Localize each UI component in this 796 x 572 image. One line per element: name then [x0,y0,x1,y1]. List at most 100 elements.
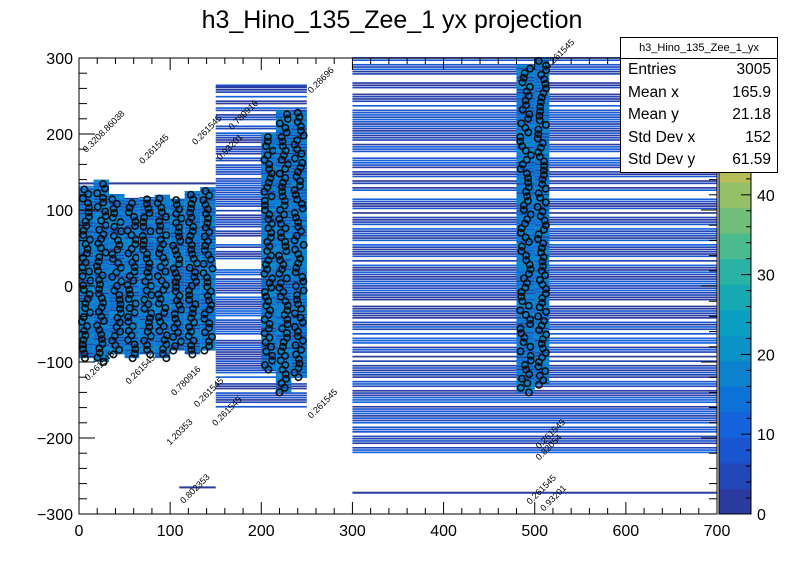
bin-text-glyph [537,353,546,362]
bin-text-glyph [83,322,92,331]
color-palette: 0 10 20 30 40 [718,130,775,524]
column-bin [261,367,276,369]
column-bin [291,131,307,133]
bin-text-glyph [116,304,125,313]
column-bin [261,191,276,193]
bin-value-label: 0.261545 [192,375,226,409]
bin-text-glyph [263,183,272,192]
bin-text-glyph [108,213,117,222]
bin-text-glyph [517,374,526,383]
column-bin [79,252,94,254]
bin-text-glyph [145,323,154,332]
bin-text-glyph [125,285,134,294]
bin-text-glyph [538,139,547,148]
column-bin [79,194,94,196]
bin-text-glyph [78,194,87,203]
bin-text-glyph [130,349,139,358]
column-bin [275,305,292,307]
y-tick-label: −300 [37,507,73,524]
column-bin [275,274,292,276]
dense-column [199,187,217,355]
bin-text-glyph [523,174,532,183]
bin-text-glyph [290,309,299,318]
bin-text-glyph [293,195,302,204]
column-bin [516,137,535,139]
column-bin [516,125,535,127]
bin-text-glyph [172,218,181,227]
bin-text-glyph [199,269,208,278]
bin-row [215,394,307,397]
bin-text-glyph [295,359,304,368]
bin-text-glyph [171,314,180,323]
bin-text-glyph [94,285,103,294]
bin-text-glyph [93,353,102,362]
bin-text-glyph [114,236,123,245]
column-bin [516,253,535,255]
column-bin [516,128,535,130]
dense-column [169,196,186,355]
bin-text-glyph [126,290,135,299]
bin-text-glyph [204,296,213,305]
column-bin [139,276,155,278]
bin-text-glyph [200,246,209,255]
bin-text-glyph [143,268,152,277]
column-bin [93,229,110,231]
bin-text-glyph [124,313,133,322]
z-tick-label: 10 [757,427,775,444]
bin-text-glyph [284,160,293,169]
bin-text-glyph [519,201,528,210]
bin-text-glyph [97,335,106,344]
column-bin [291,137,307,139]
column-bin [154,200,171,203]
bin-text-glyph [290,368,299,377]
bin-text-glyph [537,70,546,79]
column-bin [109,318,125,320]
bin-text-glyph [277,133,286,142]
column-bin [291,374,307,377]
column-bin [93,213,110,215]
bin-text-glyph [296,254,305,263]
column-bin [275,247,292,249]
bin-text-glyph [293,136,302,145]
bin-row [352,396,717,399]
bin-row [215,116,307,119]
column-bin [139,336,155,339]
column-bin [275,219,292,222]
column-bin [516,277,535,279]
bin-row [215,383,307,385]
chart-title: h3_Hino_135_Zee_1 yx projection [202,6,583,34]
bin-text-glyph [263,265,272,274]
column-bin [93,317,110,319]
column-bin [291,110,307,112]
column-bin [516,204,535,206]
column-bin [109,203,125,205]
bin-text-glyph [294,222,303,231]
bin-text-glyph [124,326,133,335]
dense-column [260,133,277,374]
bin-text-glyph [142,286,151,295]
bin-text-glyph [523,192,532,201]
column-bin [139,267,155,269]
bin-text-glyph [204,323,213,332]
bin-text-glyph [294,373,303,382]
column-bin [170,290,185,292]
column-bin [516,341,535,343]
bin-text-glyph [535,116,544,125]
column-bin [291,329,307,331]
bin-text-glyph [130,340,139,349]
bin-text-glyph [297,345,306,354]
bin-text-glyph [98,271,107,280]
bin-text-glyph [84,212,93,221]
column-bin [109,343,125,345]
stats-label: Entries [628,61,677,78]
column-bin [275,168,292,170]
column-bin [124,307,140,309]
bin-text-glyph [539,225,548,234]
column-bin [516,368,535,371]
bin-text-glyph [518,78,527,87]
column-bin [534,72,550,74]
bin-text-glyph [142,254,151,263]
bin-text-glyph [267,342,276,351]
column-bin [516,222,535,225]
bin-text-glyph [177,214,186,223]
